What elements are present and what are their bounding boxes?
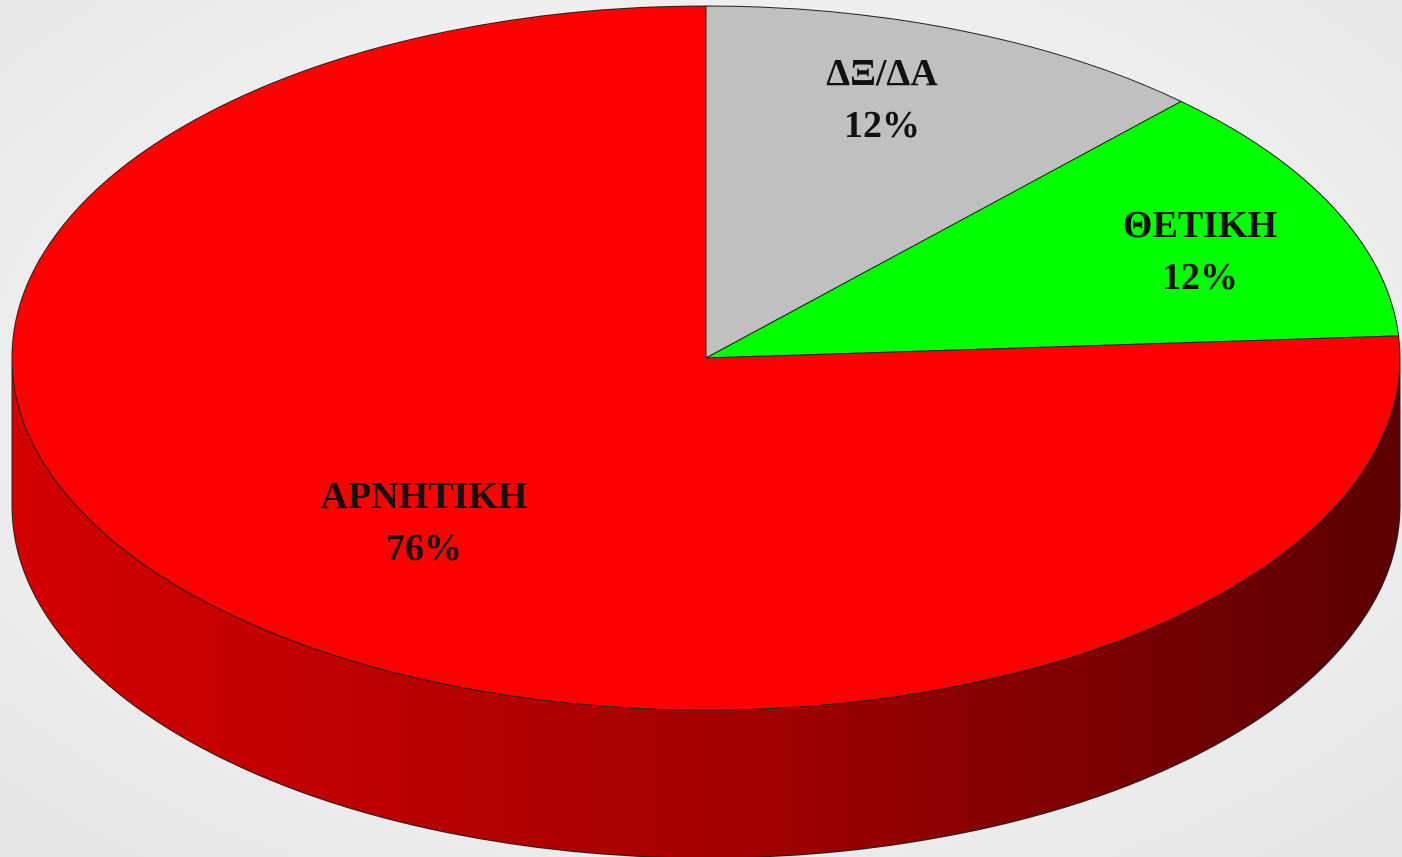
slice-label-2: ΑΡΝΗΤΙΚΗ (321, 475, 528, 517)
slice-label-1: ΘΕΤΙΚΗ (1123, 204, 1277, 246)
slice-label-0: ΔΞ/ΔΑ (826, 52, 938, 94)
pie-slice-2 (11, 5, 1401, 711)
slice-percent-0: 12% (844, 104, 920, 146)
pie-slice-1 (705, 100, 1400, 359)
slice-percent-2: 76% (386, 527, 462, 569)
pie-slice-0 (705, 5, 1183, 359)
slice-percent-1: 12% (1162, 256, 1238, 298)
